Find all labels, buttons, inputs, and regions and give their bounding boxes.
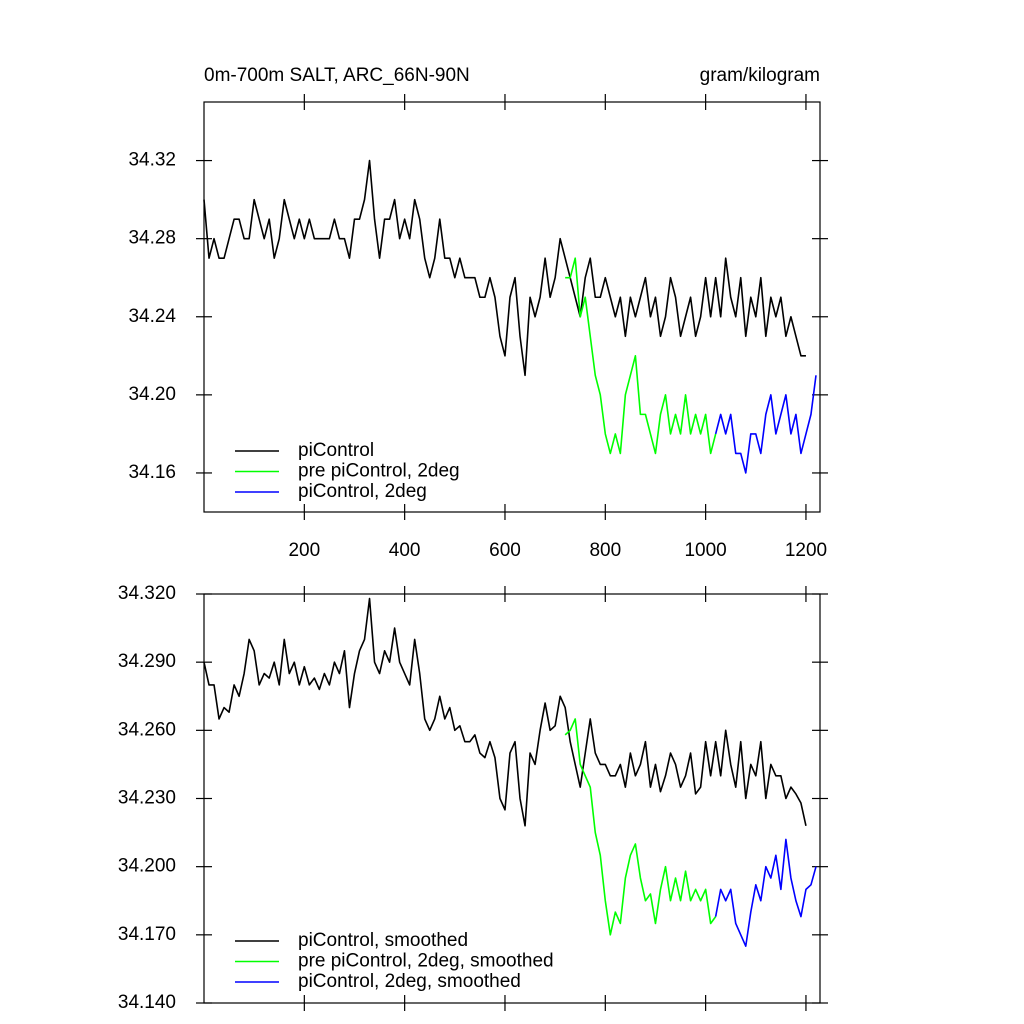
legend-label: piControl xyxy=(298,440,374,461)
legend-label: piControl, 2deg, smoothed xyxy=(298,971,521,992)
y-tick-label: 34.230 xyxy=(118,788,176,809)
series-line xyxy=(203,597,807,827)
x-tick-label: 1200 xyxy=(785,540,827,561)
x-tick-label: 200 xyxy=(288,540,320,561)
chart-title: 0m-700m SALT, ARC_66N-90N xyxy=(204,65,470,86)
y-tick-label: 34.20 xyxy=(128,384,176,405)
series-line xyxy=(565,257,717,455)
y-tick-label: 34.170 xyxy=(118,924,176,945)
y-tick-label: 34.200 xyxy=(118,856,176,877)
units-label: gram/kilogram xyxy=(700,65,820,86)
y-tick-label: 34.16 xyxy=(128,462,176,483)
legend-label: piControl, smoothed xyxy=(298,930,468,951)
series-line xyxy=(564,718,717,936)
plot-frame xyxy=(203,101,821,513)
y-tick-label: 34.28 xyxy=(128,228,176,249)
series-line xyxy=(714,375,817,474)
legend-label: pre piControl, 2deg xyxy=(298,461,460,482)
y-tick-label: 34.260 xyxy=(118,719,176,740)
x-tick-label: 400 xyxy=(389,540,421,561)
x-tick-label: 600 xyxy=(489,540,521,561)
series-line xyxy=(203,159,806,377)
y-tick-label: 34.24 xyxy=(128,306,176,327)
y-tick-label: 34.290 xyxy=(118,651,176,672)
plot-frame xyxy=(203,593,821,1004)
y-tick-label: 34.140 xyxy=(118,992,176,1013)
y-tick-label: 34.320 xyxy=(118,583,176,604)
legend-label: piControl, 2deg xyxy=(298,481,427,502)
y-tick-label: 34.32 xyxy=(128,150,176,171)
x-tick-label: 1000 xyxy=(684,540,726,561)
legend-label: pre piControl, 2deg, smoothed xyxy=(298,951,554,972)
x-tick-label: 800 xyxy=(589,540,621,561)
series-line xyxy=(714,838,817,947)
